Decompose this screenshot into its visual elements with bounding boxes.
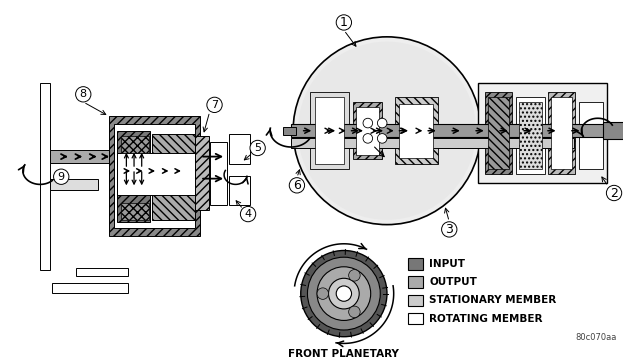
Text: 8: 8 <box>80 89 87 99</box>
Bar <box>291 124 617 138</box>
Bar <box>516 97 545 174</box>
Bar <box>229 176 250 204</box>
Text: FRONT PLANETARY: FRONT PLANETARY <box>289 349 399 359</box>
Circle shape <box>207 97 222 113</box>
Text: 7: 7 <box>211 100 218 110</box>
Bar <box>40 83 50 270</box>
Bar <box>395 97 438 164</box>
Circle shape <box>307 257 380 330</box>
Circle shape <box>317 288 329 300</box>
Circle shape <box>317 267 371 320</box>
Bar <box>52 283 128 293</box>
Text: 1: 1 <box>340 16 348 29</box>
Text: 9: 9 <box>58 172 65 182</box>
Text: ROTATING MEMBER: ROTATING MEMBER <box>429 314 543 324</box>
Bar <box>76 268 128 276</box>
Circle shape <box>301 251 387 337</box>
Bar <box>354 102 382 159</box>
Text: 3: 3 <box>445 223 453 236</box>
Bar <box>315 97 344 164</box>
Bar <box>602 122 624 139</box>
Bar <box>114 124 195 229</box>
Bar <box>117 131 150 222</box>
Bar <box>50 179 98 190</box>
Bar <box>121 203 149 220</box>
Circle shape <box>363 134 373 143</box>
Text: STATIONARY MEMBER: STATIONARY MEMBER <box>429 295 556 305</box>
Circle shape <box>336 15 352 30</box>
Text: 80c070aa: 80c070aa <box>576 333 617 342</box>
Bar <box>408 294 424 306</box>
Bar <box>109 116 200 236</box>
Circle shape <box>606 185 622 201</box>
Circle shape <box>76 87 91 102</box>
Circle shape <box>377 118 387 128</box>
Circle shape <box>377 134 387 143</box>
Bar <box>291 138 574 148</box>
Circle shape <box>289 178 305 193</box>
Bar <box>121 135 149 153</box>
Circle shape <box>250 140 265 156</box>
Bar <box>310 93 349 169</box>
Bar <box>399 104 433 158</box>
Circle shape <box>336 286 352 301</box>
Bar <box>282 127 296 135</box>
Bar <box>50 150 109 163</box>
Bar <box>408 276 424 288</box>
Circle shape <box>329 278 359 309</box>
Text: OUTPUT: OUTPUT <box>429 277 477 287</box>
Text: 2: 2 <box>610 186 618 199</box>
Bar <box>579 102 602 169</box>
Bar <box>485 93 511 174</box>
Circle shape <box>298 42 476 220</box>
Bar <box>210 142 227 204</box>
Circle shape <box>349 270 360 281</box>
Text: 5: 5 <box>254 143 261 153</box>
Bar <box>408 313 424 324</box>
Bar <box>519 102 543 169</box>
Text: INPUT: INPUT <box>429 259 465 269</box>
Circle shape <box>293 37 481 225</box>
Bar <box>408 258 424 270</box>
Circle shape <box>349 306 360 318</box>
Circle shape <box>363 118 373 128</box>
Text: 4: 4 <box>244 209 252 219</box>
Bar <box>229 134 250 164</box>
Circle shape <box>53 169 69 184</box>
Circle shape <box>441 222 457 237</box>
Circle shape <box>240 206 256 222</box>
Text: 6: 6 <box>293 179 301 192</box>
Bar <box>488 97 509 169</box>
Bar <box>356 107 379 155</box>
Bar <box>548 93 575 174</box>
Bar <box>117 153 195 195</box>
Bar <box>152 134 195 220</box>
Bar <box>551 97 572 169</box>
Bar <box>478 83 607 184</box>
Bar <box>195 135 209 210</box>
